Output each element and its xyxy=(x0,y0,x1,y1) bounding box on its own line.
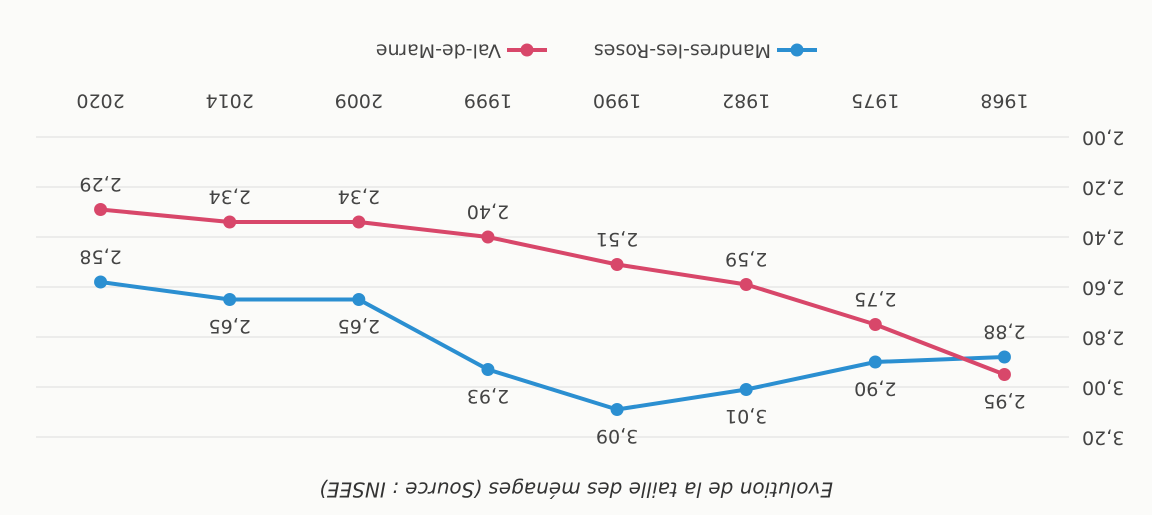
data-label: 2,65 xyxy=(209,315,251,337)
point xyxy=(352,215,366,229)
point xyxy=(868,318,882,331)
chart-title: Evolution de la taille des ménages (Sour… xyxy=(319,478,833,502)
legend-label: Val-de-Marne xyxy=(376,40,501,62)
y-tick-label: 2,20 xyxy=(1082,177,1124,199)
x-tick-label: 1990 xyxy=(593,90,641,112)
point xyxy=(223,215,237,229)
x-tick-label: 1999 xyxy=(464,90,512,112)
point xyxy=(94,275,108,289)
point xyxy=(739,383,753,396)
point xyxy=(997,350,1011,364)
point xyxy=(94,203,108,216)
legend-marker xyxy=(790,43,804,57)
x-tick-label: 1968 xyxy=(980,90,1028,112)
x-tick-label: 2020 xyxy=(76,90,124,112)
x-tick-label: 2009 xyxy=(335,90,383,112)
point xyxy=(610,258,624,271)
data-label: 2,29 xyxy=(79,173,121,195)
series-line xyxy=(100,280,1005,412)
point xyxy=(481,230,495,244)
data-label: 3,01 xyxy=(725,405,767,427)
legend-label: Mandres-les-Roses xyxy=(594,40,771,62)
point xyxy=(739,278,753,291)
point xyxy=(352,293,366,306)
y-tick-label: 2,80 xyxy=(1082,327,1124,349)
data-label: 2,34 xyxy=(209,186,251,208)
data-label: 2,90 xyxy=(854,378,896,400)
point xyxy=(868,355,882,369)
point xyxy=(223,293,237,306)
point xyxy=(997,368,1011,381)
data-label: 2,34 xyxy=(338,186,380,208)
data-label: 2,40 xyxy=(467,201,509,223)
data-label: 2,88 xyxy=(983,321,1025,343)
y-tick-label: 3,00 xyxy=(1082,377,1124,399)
x-tick-label: 1982 xyxy=(722,90,770,112)
legend-marker xyxy=(520,43,534,57)
data-label: 2,75 xyxy=(854,288,896,310)
point xyxy=(481,363,495,376)
data-label: 2,93 xyxy=(467,385,509,407)
data-label: 2,65 xyxy=(338,315,380,337)
x-tick-label: 2014 xyxy=(206,90,254,112)
y-tick-label: 2,00 xyxy=(1082,127,1124,149)
series-line xyxy=(100,207,1006,377)
data-label: 3,09 xyxy=(596,425,638,447)
point xyxy=(610,403,624,416)
y-tick-label: 2,60 xyxy=(1082,277,1124,299)
data-label: 2,58 xyxy=(79,246,121,268)
y-tick-label: 2,40 xyxy=(1082,227,1124,249)
x-tick-label: 1975 xyxy=(851,90,899,112)
data-label: 2,59 xyxy=(725,248,767,270)
data-label: 2,95 xyxy=(983,390,1025,412)
y-tick-label: 3,20 xyxy=(1082,427,1124,449)
data-label: 2,51 xyxy=(596,228,638,250)
